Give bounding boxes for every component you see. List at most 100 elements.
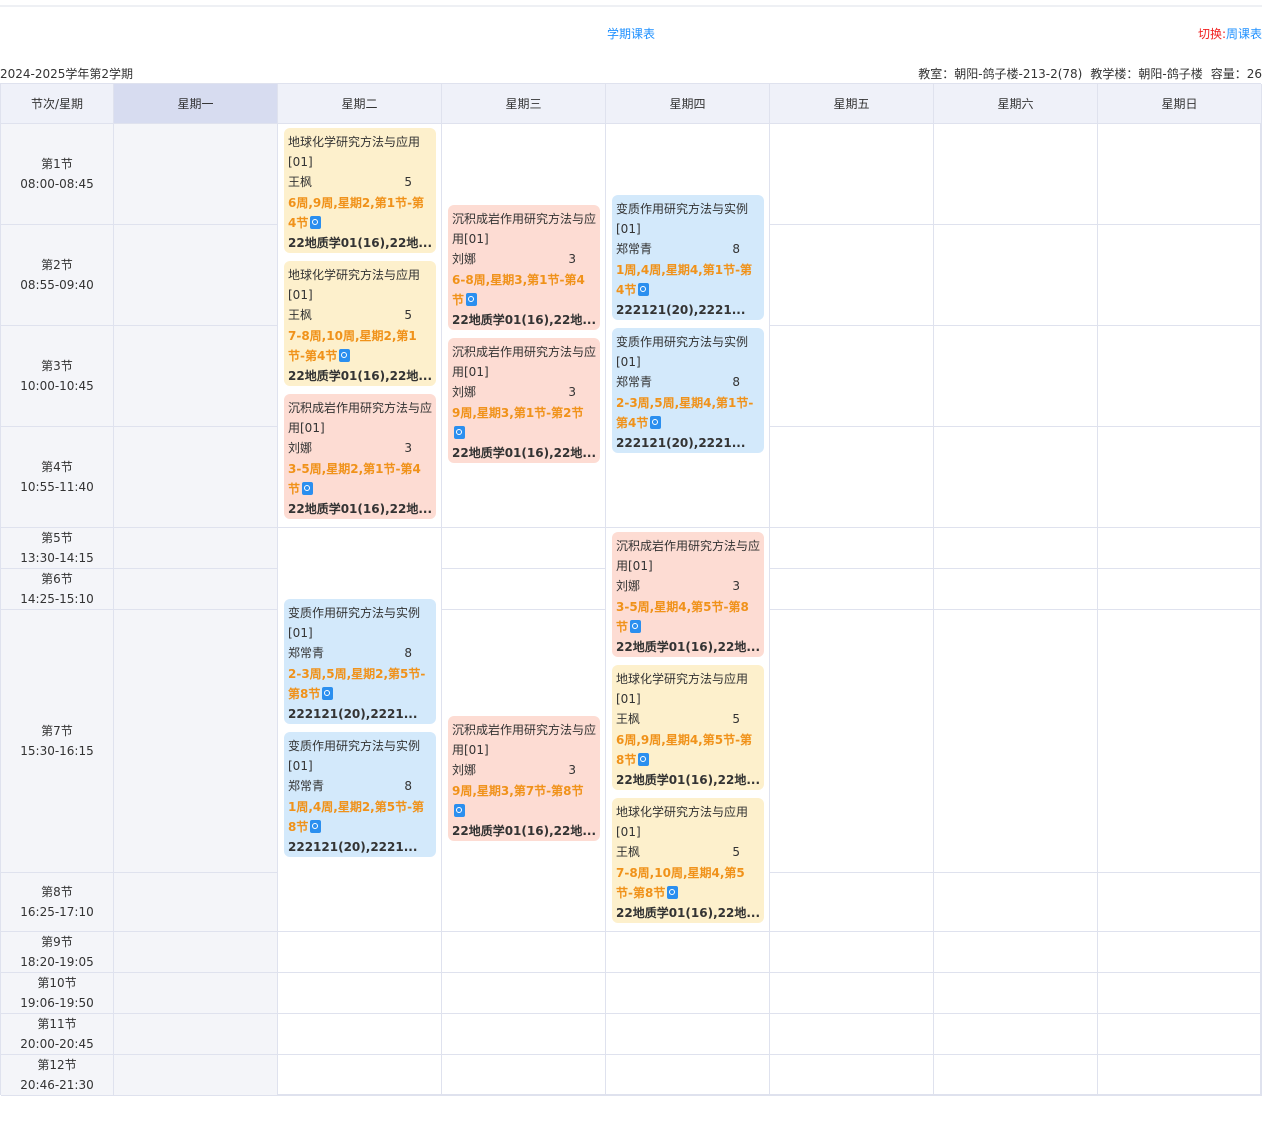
schedule-cell[interactable]	[278, 1014, 442, 1055]
search-doc-icon[interactable]	[650, 415, 662, 429]
schedule-cell[interactable]	[114, 873, 278, 932]
course-card[interactable]: 地球化学研究方法与应用[01] 王枫 5 7-8周,10周,星期2,第1节-第4节…	[284, 261, 436, 387]
schedule-cell[interactable]	[934, 932, 1098, 973]
course-card[interactable]: 变质作用研究方法与实例[01] 郑常青 8 1周,4周,星期2,第5节-第8节 2…	[284, 732, 436, 858]
search-doc-icon[interactable]	[310, 215, 322, 229]
schedule-cell[interactable]	[770, 932, 934, 973]
course-card[interactable]: 沉积成岩作用研究方法与应用[01] 刘娜 3 6-8周,星期3,第1节-第4节 2…	[448, 205, 600, 331]
course-card[interactable]: 沉积成岩作用研究方法与应用[01] 刘娜 3 3-5周,星期4,第5节-第8节 2…	[612, 532, 764, 658]
schedule-cell[interactable]	[1098, 973, 1262, 1014]
schedule-cell[interactable]	[1098, 528, 1262, 569]
schedule-cell[interactable]	[934, 528, 1098, 569]
schedule-cell[interactable]	[114, 610, 278, 873]
teacher: 郑常青	[616, 375, 653, 390]
schedule-cell[interactable]	[114, 973, 278, 1014]
search-doc-icon[interactable]	[322, 686, 334, 700]
schedule-cell[interactable]	[770, 124, 934, 225]
schedule-cell[interactable]	[934, 973, 1098, 1014]
schedule-cell[interactable]	[278, 528, 442, 932]
schedule-cell[interactable]	[606, 932, 770, 973]
schedule-cell[interactable]	[1098, 569, 1262, 610]
schedule-cell[interactable]	[934, 610, 1098, 873]
schedule-cell[interactable]	[1098, 326, 1262, 427]
schedule-cell[interactable]	[1098, 932, 1262, 973]
course-card[interactable]: 变质作用研究方法与实例[01] 郑常青 8 2-3周,5周,星期4,第1节-第4节…	[612, 328, 764, 454]
teacher-row: 刘娜 3	[288, 438, 432, 458]
schedule-cell[interactable]	[278, 124, 442, 528]
schedule-cell[interactable]	[934, 1014, 1098, 1055]
search-doc-icon[interactable]	[466, 292, 478, 306]
course-card[interactable]: 变质作用研究方法与实例[01] 郑常青 8 2-3周,5周,星期2,第5节-第8节…	[284, 599, 436, 725]
schedule-cell[interactable]	[934, 427, 1098, 528]
schedule-cell[interactable]	[114, 569, 278, 610]
schedule-cell[interactable]	[770, 326, 934, 427]
search-doc-icon[interactable]	[310, 819, 322, 833]
search-doc-icon[interactable]	[638, 752, 650, 766]
schedule-cell[interactable]	[934, 225, 1098, 326]
schedule-cell[interactable]	[1098, 124, 1262, 225]
schedule-cell[interactable]	[606, 1014, 770, 1055]
course-card[interactable]: 地球化学研究方法与应用[01] 王枫 5 7-8周,10周,星期4,第5节-第8节…	[612, 798, 764, 924]
schedule-cell[interactable]	[442, 932, 606, 973]
schedule-cell[interactable]	[114, 528, 278, 569]
schedule-cell[interactable]	[278, 973, 442, 1014]
schedule-cell[interactable]	[606, 1055, 770, 1096]
schedule-cell[interactable]	[770, 427, 934, 528]
schedule-cell[interactable]	[114, 225, 278, 326]
course-classes: 222121(20),2221...	[288, 840, 418, 855]
schedule-cell[interactable]	[1098, 610, 1262, 873]
schedule-cell[interactable]	[606, 973, 770, 1014]
search-doc-icon[interactable]	[302, 481, 314, 495]
schedule-cell[interactable]	[606, 528, 770, 932]
schedule-cell[interactable]	[934, 569, 1098, 610]
schedule-cell[interactable]	[442, 610, 606, 932]
schedule-cell[interactable]	[1098, 1014, 1262, 1055]
schedule-cell[interactable]	[934, 326, 1098, 427]
search-doc-icon[interactable]	[339, 348, 351, 362]
course-card[interactable]: 沉积成岩作用研究方法与应用[01] 刘娜 3 9周,星期3,第7节-第8节 22地…	[448, 716, 600, 842]
schedule-cell[interactable]	[114, 326, 278, 427]
schedule-cell[interactable]	[114, 932, 278, 973]
teacher: 刘娜	[616, 579, 641, 594]
schedule-cell[interactable]	[1098, 1055, 1262, 1096]
schedule-cell[interactable]	[1098, 873, 1262, 932]
schedule-cell[interactable]	[1098, 225, 1262, 326]
course-card[interactable]: 地球化学研究方法与应用[01] 王枫 5 6周,9周,星期2,第1节-第4节 22…	[284, 128, 436, 254]
schedule-cell[interactable]	[278, 1055, 442, 1096]
schedule-cell[interactable]	[770, 610, 934, 873]
course-card[interactable]: 地球化学研究方法与应用[01] 王枫 5 6周,9周,星期4,第5节-第8节 22…	[612, 665, 764, 791]
schedule-cell[interactable]	[442, 1055, 606, 1096]
course-card[interactable]: 沉积成岩作用研究方法与应用[01] 刘娜 3 3-5周,星期2,第1节-第4节 2…	[284, 394, 436, 520]
schedule-cell[interactable]	[114, 1055, 278, 1096]
schedule-cell[interactable]	[114, 124, 278, 225]
schedule-cell[interactable]	[278, 932, 442, 973]
schedule-cell[interactable]	[770, 973, 934, 1014]
search-doc-icon[interactable]	[454, 425, 465, 439]
schedule-cell[interactable]	[1098, 427, 1262, 528]
schedule-cell[interactable]	[934, 873, 1098, 932]
schedule-cell[interactable]	[770, 569, 934, 610]
schedule-cell[interactable]	[442, 973, 606, 1014]
schedule-cell[interactable]	[442, 528, 606, 569]
course-card[interactable]: 沉积成岩作用研究方法与应用[01] 刘娜 3 9周,星期3,第1节-第2节 22地…	[448, 338, 600, 464]
schedule-cell[interactable]	[114, 427, 278, 528]
schedule-cell[interactable]	[770, 873, 934, 932]
search-doc-icon[interactable]	[667, 885, 679, 899]
course-weeks: 1周,4周,星期2,第5节-第8节	[288, 797, 432, 837]
schedule-cell[interactable]	[770, 1055, 934, 1096]
search-doc-icon[interactable]	[454, 803, 465, 817]
schedule-cell[interactable]	[114, 1014, 278, 1055]
schedule-cell[interactable]	[770, 225, 934, 326]
schedule-cell[interactable]	[934, 124, 1098, 225]
schedule-cell[interactable]	[442, 569, 606, 610]
schedule-cell[interactable]	[770, 528, 934, 569]
schedule-cell[interactable]	[606, 124, 770, 528]
schedule-cell[interactable]	[770, 1014, 934, 1055]
weekly-schedule-link[interactable]: 周课表	[1225, 27, 1262, 41]
course-card[interactable]: 变质作用研究方法与实例[01] 郑常青 8 1周,4周,星期4,第1节-第4节 2…	[612, 195, 764, 321]
schedule-cell[interactable]	[442, 1014, 606, 1055]
schedule-cell[interactable]	[934, 1055, 1098, 1096]
search-doc-icon[interactable]	[630, 619, 642, 633]
schedule-cell[interactable]	[442, 124, 606, 528]
search-doc-icon[interactable]	[638, 282, 650, 296]
